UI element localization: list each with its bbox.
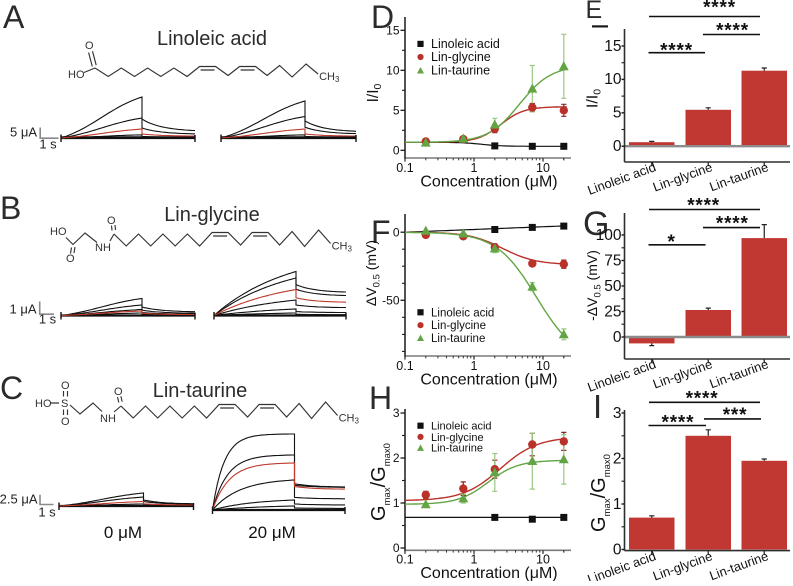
svg-text:0: 0 bbox=[613, 541, 622, 558]
svg-text:1: 1 bbox=[393, 496, 400, 510]
svg-text:****: **** bbox=[686, 388, 719, 409]
svg-text:0: 0 bbox=[613, 138, 622, 155]
svg-text:0.1: 0.1 bbox=[396, 359, 413, 373]
svg-text:O: O bbox=[61, 416, 70, 428]
svg-text:Concentration (μM): Concentration (μM) bbox=[420, 371, 557, 388]
svg-text:Linoleic acid: Linoleic acid bbox=[431, 421, 492, 433]
svg-text:50: 50 bbox=[604, 278, 622, 295]
svg-text:****: **** bbox=[716, 214, 749, 235]
svg-text:****: **** bbox=[687, 196, 720, 217]
svg-text:Linoleic acid: Linoleic acid bbox=[431, 307, 494, 319]
svg-text:1 s: 1 s bbox=[39, 137, 57, 152]
svg-text:Lin-taurine: Lin-taurine bbox=[431, 63, 490, 77]
svg-text:100: 100 bbox=[596, 227, 622, 244]
svg-text:1: 1 bbox=[471, 359, 478, 373]
svg-text:F: F bbox=[371, 214, 391, 250]
svg-text:Linoleic acid: Linoleic acid bbox=[431, 37, 500, 51]
svg-text:Concentration (μM): Concentration (μM) bbox=[420, 565, 557, 581]
svg-text:*: * bbox=[667, 232, 675, 253]
svg-text:Lin-glycine: Lin-glycine bbox=[431, 50, 491, 64]
svg-text:15: 15 bbox=[604, 38, 621, 55]
svg-text:20 μM: 20 μM bbox=[248, 523, 296, 542]
svg-text:1 s: 1 s bbox=[38, 505, 56, 520]
svg-text:5: 5 bbox=[613, 105, 622, 122]
svg-text:****: **** bbox=[662, 413, 695, 434]
svg-text:10: 10 bbox=[536, 552, 550, 566]
svg-text:O: O bbox=[107, 215, 116, 227]
svg-text:Linoleic acid: Linoleic acid bbox=[157, 28, 267, 50]
svg-text:0: 0 bbox=[613, 329, 622, 346]
svg-text:D: D bbox=[371, 0, 394, 35]
svg-text:B: B bbox=[0, 190, 21, 226]
svg-text:O: O bbox=[85, 40, 94, 52]
svg-text:-50: -50 bbox=[382, 294, 400, 308]
svg-text:2: 2 bbox=[393, 451, 400, 465]
svg-text:0: 0 bbox=[393, 144, 400, 158]
svg-text:3: 3 bbox=[393, 406, 400, 420]
svg-text:0.1: 0.1 bbox=[396, 552, 413, 566]
svg-text:25: 25 bbox=[604, 303, 621, 320]
svg-text:0: 0 bbox=[393, 225, 400, 239]
svg-text:10: 10 bbox=[536, 359, 550, 373]
svg-text:1 μA: 1 μA bbox=[9, 302, 36, 317]
svg-text:Lin-taurine: Lin-taurine bbox=[431, 443, 483, 455]
svg-text:HO: HO bbox=[68, 69, 85, 81]
svg-text:CH3: CH3 bbox=[332, 241, 353, 254]
svg-text:5: 5 bbox=[393, 104, 400, 118]
svg-text:10: 10 bbox=[536, 161, 550, 175]
svg-text:S: S bbox=[61, 398, 68, 410]
svg-text:E: E bbox=[586, 0, 603, 24]
svg-text:-ΔV0.5 (mV): -ΔV0.5 (mV) bbox=[584, 250, 604, 321]
svg-text:O: O bbox=[61, 380, 70, 392]
svg-text:1: 1 bbox=[471, 552, 478, 566]
svg-text:2.5 μA: 2.5 μA bbox=[0, 492, 38, 507]
svg-text:2: 2 bbox=[613, 450, 622, 467]
svg-text:***: *** bbox=[723, 405, 748, 426]
svg-text:H: H bbox=[369, 380, 392, 416]
svg-text:HO: HO bbox=[35, 398, 52, 410]
svg-text:0.1: 0.1 bbox=[396, 161, 413, 175]
svg-text:10: 10 bbox=[386, 64, 400, 78]
svg-text:****: **** bbox=[660, 41, 693, 62]
svg-text:1: 1 bbox=[613, 496, 622, 513]
svg-text:0 μM: 0 μM bbox=[104, 523, 142, 542]
svg-text:O: O bbox=[66, 253, 75, 265]
svg-text:15: 15 bbox=[386, 24, 400, 38]
svg-text:C: C bbox=[0, 370, 23, 406]
svg-text:Lin-glycine: Lin-glycine bbox=[431, 320, 486, 332]
svg-text:ΔV0.5 (mV): ΔV0.5 (mV) bbox=[363, 240, 383, 306]
svg-text:CH3: CH3 bbox=[339, 413, 360, 426]
svg-text:CH3: CH3 bbox=[319, 71, 340, 84]
svg-text:1: 1 bbox=[471, 161, 478, 175]
svg-text:3: 3 bbox=[613, 405, 622, 422]
svg-text:HO: HO bbox=[50, 226, 67, 238]
svg-text:Lin-glycine: Lin-glycine bbox=[431, 432, 484, 444]
svg-text:****: **** bbox=[716, 21, 749, 42]
svg-text:Concentration (μM): Concentration (μM) bbox=[420, 174, 557, 191]
svg-text:10: 10 bbox=[604, 71, 622, 88]
svg-text:Lin-taurine: Lin-taurine bbox=[431, 333, 485, 345]
svg-text:G: G bbox=[583, 205, 609, 243]
svg-text:I: I bbox=[593, 388, 602, 425]
svg-text:Lin-taurine: Lin-taurine bbox=[153, 380, 248, 402]
svg-text:1 s: 1 s bbox=[39, 312, 57, 327]
svg-text:0: 0 bbox=[393, 541, 400, 555]
svg-text:NH: NH bbox=[95, 242, 111, 254]
svg-text:75: 75 bbox=[604, 252, 621, 269]
svg-text:NH: NH bbox=[100, 413, 116, 425]
svg-text:5 μA: 5 μA bbox=[10, 125, 37, 140]
svg-text:O: O bbox=[114, 386, 123, 398]
svg-text:Lin-glycine: Lin-glycine bbox=[164, 204, 260, 226]
svg-text:****: **** bbox=[703, 0, 736, 19]
svg-text:A: A bbox=[3, 0, 25, 35]
